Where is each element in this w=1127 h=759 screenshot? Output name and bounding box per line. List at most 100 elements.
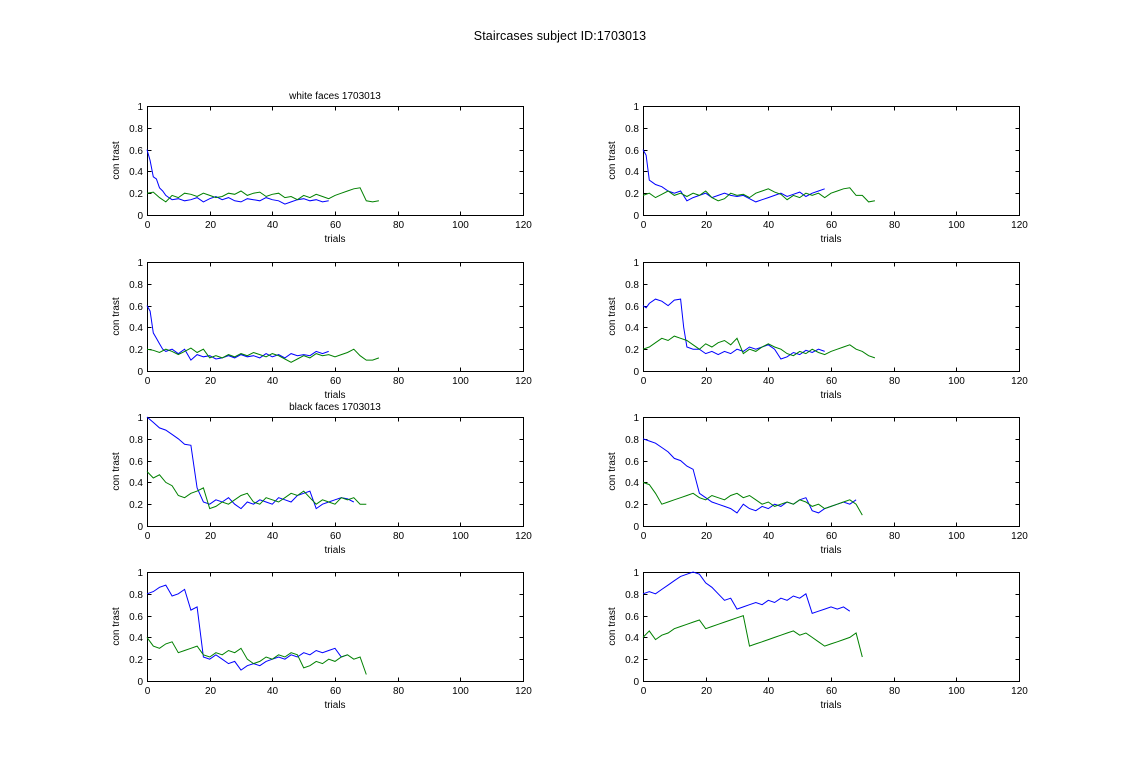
x-tick-label: 80: [393, 531, 405, 542]
x-tick-label: 60: [330, 531, 342, 542]
x-tick-label: 20: [701, 686, 713, 697]
x-tick-label: 100: [948, 686, 965, 697]
x-tick-label: 120: [515, 220, 532, 231]
axes-box: [643, 417, 1020, 527]
y-tick-label: 0.2: [625, 655, 639, 666]
x-tick-label: 0: [145, 686, 151, 697]
series-line-blue: [146, 416, 355, 510]
x-tick-label: 20: [205, 686, 217, 697]
subplot-4: 0 20 40 60 80 100 120 0 0.2 0.4 0.6 0.8 1 trials con t…: [607, 258, 1028, 401]
y-tick-label: 0.8: [625, 590, 639, 601]
x-tick-label: 100: [452, 376, 469, 387]
series-line-blue: [642, 149, 825, 203]
x-tick-label: 60: [330, 686, 342, 697]
x-tick-label: 0: [641, 220, 647, 231]
x-tick-label: 0: [641, 686, 647, 697]
y-tick-label: 0.8: [129, 435, 143, 446]
subplot-7: 0 20 40 60 80 100 120 0 0.2 0.4 0.6 0.8 1 trials con t…: [111, 568, 532, 711]
subplot-1: 0 20 40 60 80 100 120 0 0.2 0.4 0.6 0.8 1 trials con t…: [111, 91, 532, 245]
y-tick-label: 0.6: [625, 612, 639, 623]
y-tick-label: 0.6: [129, 146, 143, 157]
y-tick-label: 0: [137, 522, 143, 533]
x-tick-label: 80: [889, 531, 901, 542]
x-axis-label: trials: [324, 545, 345, 556]
series-line-blue: [146, 149, 329, 205]
y-tick-label: 0: [633, 677, 639, 688]
series-line-green: [146, 187, 379, 203]
series-line-blue: [642, 571, 851, 615]
x-tick-label: 120: [1011, 220, 1028, 231]
series-line-green: [642, 335, 876, 359]
series-line-green: [642, 481, 863, 516]
x-tick-label: 80: [889, 686, 901, 697]
x-tick-label: 100: [452, 686, 469, 697]
x-tick-label: 100: [948, 220, 965, 231]
series-line-blue: [146, 584, 348, 671]
x-tick-label: 20: [701, 376, 713, 387]
subplot-2: 0 20 40 60 80 100 120 0 0.2 0.4 0.6 0.8 1 trials con t…: [607, 102, 1028, 245]
x-tick-label: 80: [393, 686, 405, 697]
x-axis-label: trials: [820, 700, 841, 711]
x-tick-label: 100: [948, 376, 965, 387]
y-tick-label: 0.2: [129, 189, 143, 200]
x-tick-label: 120: [515, 686, 532, 697]
x-tick-label: 40: [267, 531, 279, 542]
x-tick-label: 60: [826, 220, 838, 231]
x-tick-label: 120: [1011, 531, 1028, 542]
x-tick-label: 0: [641, 376, 647, 387]
x-tick-label: 60: [826, 531, 838, 542]
y-tick-label: 1: [137, 258, 143, 269]
y-axis-label: con trast: [111, 297, 122, 336]
y-tick-label: 0: [633, 367, 639, 378]
y-axis-label: con trast: [111, 452, 122, 491]
x-axis-label: trials: [820, 545, 841, 556]
x-axis-label: trials: [820, 234, 841, 245]
x-tick-label: 0: [145, 376, 151, 387]
x-axis-label: trials: [324, 234, 345, 245]
series-line-green: [642, 187, 875, 203]
x-tick-label: 40: [763, 531, 775, 542]
y-tick-label: 0.6: [129, 302, 143, 313]
x-tick-label: 120: [515, 376, 532, 387]
series-line-green: [146, 471, 367, 510]
y-tick-label: 0.2: [129, 345, 143, 356]
y-tick-label: 0.8: [129, 280, 143, 291]
y-tick-label: 1: [633, 413, 639, 424]
y-tick-label: 0.6: [625, 146, 639, 157]
y-tick-label: 0.2: [625, 345, 639, 356]
x-tick-label: 40: [267, 686, 279, 697]
y-tick-label: 0.4: [129, 478, 143, 489]
x-tick-label: 40: [763, 686, 775, 697]
x-tick-label: 40: [763, 220, 775, 231]
y-tick-label: 0.8: [625, 435, 639, 446]
axes-box: [643, 106, 1020, 216]
x-axis-label: trials: [324, 700, 345, 711]
axes-box: [147, 572, 524, 682]
y-tick-label: 0: [633, 211, 639, 222]
axes-box: [147, 417, 524, 527]
x-axis-label: trials: [324, 390, 345, 401]
x-tick-label: 40: [267, 220, 279, 231]
y-tick-label: 0.6: [625, 457, 639, 468]
subplot-6: 0 20 40 60 80 100 120 0 0.2 0.4 0.6 0.8 1 trials con t…: [607, 413, 1028, 556]
x-tick-label: 100: [948, 531, 965, 542]
y-axis-label: con trast: [607, 607, 618, 646]
x-tick-label: 80: [889, 376, 901, 387]
x-tick-label: 0: [145, 531, 151, 542]
y-tick-label: 1: [137, 413, 143, 424]
x-tick-label: 40: [763, 376, 775, 387]
y-tick-label: 0.8: [129, 590, 143, 601]
series-line-green: [146, 347, 380, 363]
y-axis-label: con trast: [607, 297, 618, 336]
y-tick-label: 0.2: [625, 189, 639, 200]
subplot-5: 0 20 40 60 80 100 120 0 0.2 0.4 0.6 0.8 1 trials con t…: [111, 402, 532, 556]
x-tick-label: 0: [145, 220, 151, 231]
x-tick-label: 80: [889, 220, 901, 231]
series-line-green: [146, 637, 367, 675]
series-line-blue: [642, 438, 857, 514]
y-tick-label: 0.4: [625, 167, 639, 178]
y-tick-label: 0.4: [625, 478, 639, 489]
x-tick-label: 120: [1011, 686, 1028, 697]
y-tick-label: 0.4: [625, 633, 639, 644]
